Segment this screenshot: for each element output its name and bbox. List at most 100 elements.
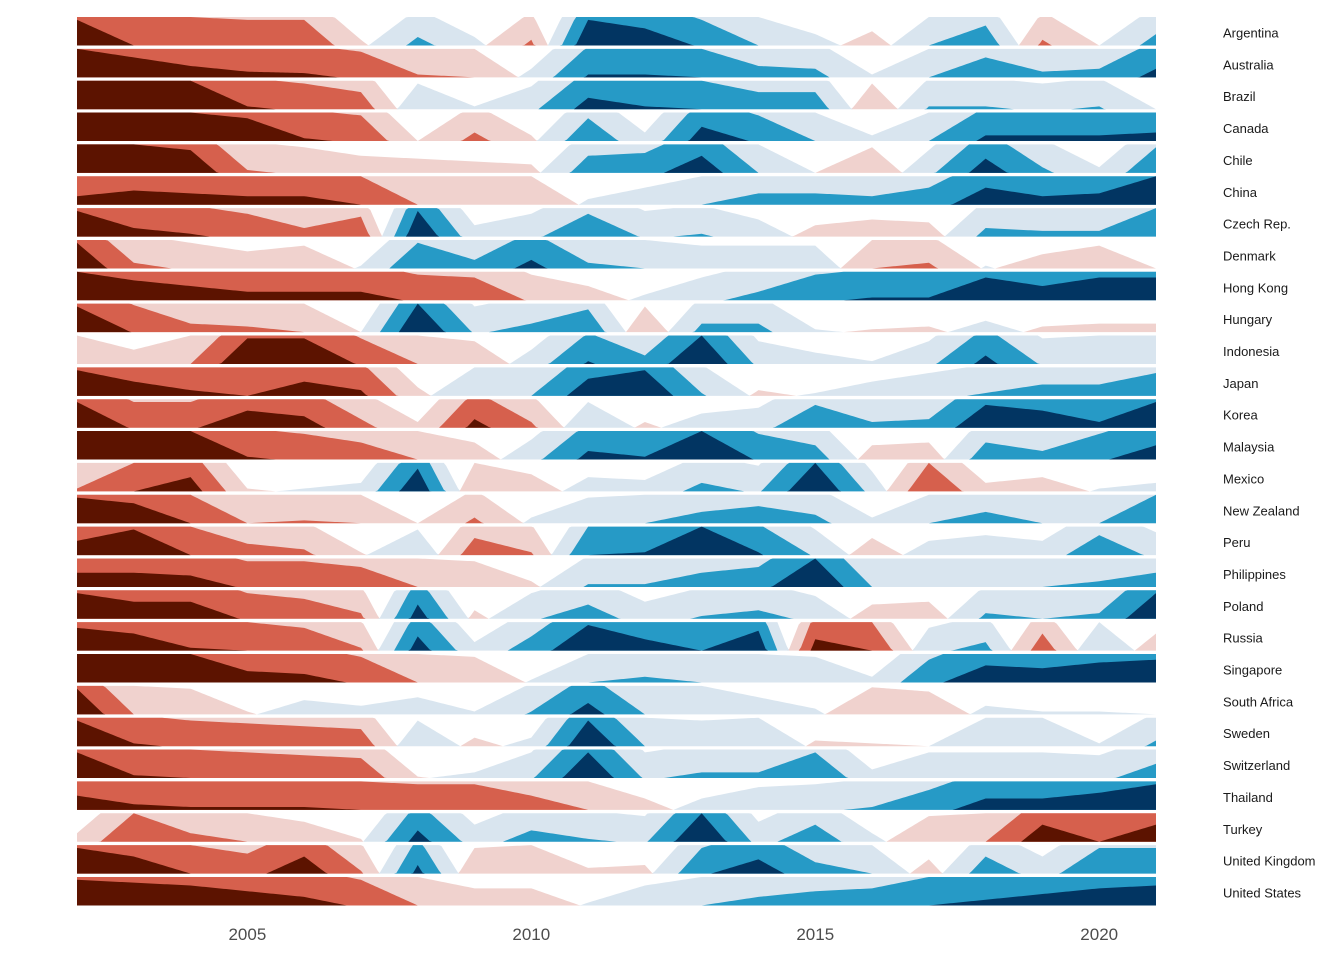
negative-band-3: [77, 112, 1156, 142]
horizon-row: [77, 526, 1156, 556]
positive-band-1: [77, 845, 1156, 874]
horizon-row: [77, 717, 1156, 747]
horizon-row: [77, 749, 1156, 779]
positive-band-2: [77, 271, 1156, 301]
positive-band-1: [77, 112, 1156, 142]
horizon-row: [77, 685, 1156, 715]
positive-band-1: [77, 558, 1156, 587]
negative-band-3: [77, 338, 1156, 364]
negative-band-2: [77, 526, 1156, 556]
positive-band-1: [77, 590, 1156, 619]
country-label: Philippines: [1223, 567, 1286, 582]
positive-band-3: [77, 659, 1156, 683]
horizon-row: [77, 17, 1156, 46]
negative-band-1: [77, 144, 1156, 173]
positive-band-1: [77, 494, 1156, 524]
positive-band-2: [77, 80, 1156, 110]
horizon-row: [77, 176, 1156, 205]
positive-band-1: [77, 781, 1156, 810]
positive-band-1: [77, 462, 1156, 492]
x-axis: 2005 2010 2015 2020: [228, 925, 1118, 944]
positive-band-1: [77, 399, 1156, 428]
negative-band-2: [77, 303, 1156, 333]
negative-band-2: [77, 590, 1156, 619]
country-label: United Kingdom: [1223, 854, 1316, 869]
positive-band-1: [77, 654, 1156, 683]
x-tick-label: 2005: [228, 925, 266, 944]
x-tick-label: 2010: [512, 925, 550, 944]
positive-band-2: [77, 876, 1156, 906]
positive-band-2: [77, 335, 1156, 364]
positive-band-3: [77, 68, 1156, 78]
horizon-row: [77, 367, 1156, 396]
country-label: China: [1223, 185, 1258, 200]
country-label: Hong Kong: [1223, 280, 1288, 295]
positive-band-3: [77, 784, 1156, 810]
horizon-row: [77, 208, 1156, 237]
country-label: Hungary: [1223, 312, 1273, 327]
negative-band-3: [77, 477, 1156, 492]
positive-band-2: [77, 526, 1156, 556]
negative-band-2: [77, 208, 1156, 237]
country-label: Mexico: [1223, 471, 1264, 486]
negative-band-3: [77, 190, 1156, 205]
country-label: Poland: [1223, 599, 1263, 614]
country-label: Brazil: [1223, 89, 1256, 104]
positive-band-2: [77, 685, 1156, 715]
negative-band-3: [77, 795, 1156, 810]
negative-band-3: [77, 370, 1156, 396]
positive-band-2: [77, 48, 1156, 78]
positive-band-2: [77, 208, 1156, 237]
country-label: Malaysia: [1223, 440, 1275, 455]
negative-band-3: [77, 271, 1156, 301]
negative-band-2: [77, 622, 1156, 651]
positive-band-2: [77, 749, 1156, 779]
horizon-row: [77, 622, 1156, 651]
country-labels: Argentina Australia Brazil Canada Chile China…: [1223, 26, 1316, 901]
country-label: Thailand: [1223, 790, 1273, 805]
positive-band-3: [77, 402, 1156, 428]
negative-band-2: [77, 494, 1156, 524]
country-label: Switzerland: [1223, 758, 1290, 773]
country-label: Australia: [1223, 57, 1274, 72]
x-tick-label: 2020: [1080, 925, 1118, 944]
negative-band-1: [77, 685, 1156, 715]
negative-band-3: [77, 48, 1156, 78]
country-label: Argentina: [1223, 26, 1279, 41]
country-label: Turkey: [1223, 822, 1263, 837]
positive-band-3: [77, 277, 1156, 301]
positive-band-3: [77, 97, 1156, 110]
negative-band-3: [77, 431, 1156, 460]
country-label: Czech Rep.: [1223, 217, 1291, 232]
country-label: Japan: [1223, 376, 1258, 391]
negative-band-1: [77, 239, 1156, 269]
negative-band-3: [77, 824, 1156, 842]
negative-band-2: [77, 845, 1156, 874]
negative-band-1: [77, 526, 1156, 556]
negative-band-2: [77, 17, 1156, 46]
positive-band-1: [77, 303, 1156, 333]
negative-band-2: [77, 558, 1156, 587]
positive-band-3: [77, 625, 1156, 651]
country-label: United States: [1223, 885, 1302, 900]
horizon-row: [77, 462, 1156, 492]
negative-band-3: [77, 879, 1156, 906]
country-label: Chile: [1223, 153, 1253, 168]
horizon-row: [77, 558, 1156, 587]
positive-band-1: [77, 208, 1156, 237]
negative-band-3: [77, 529, 1156, 556]
negative-band-2: [77, 431, 1156, 460]
negative-band-2: [77, 48, 1156, 78]
horizon-row: [77, 654, 1156, 683]
horizon-row: [77, 876, 1156, 906]
negative-band-3: [77, 210, 1156, 237]
negative-band-3: [77, 654, 1156, 683]
country-label: Indonesia: [1223, 344, 1280, 359]
negative-band-3: [77, 80, 1156, 110]
negative-band-2: [77, 717, 1156, 747]
horizon-row: [77, 494, 1156, 524]
negative-band-2: [77, 876, 1156, 906]
country-label: Peru: [1223, 535, 1250, 550]
positive-band-1: [77, 813, 1156, 842]
